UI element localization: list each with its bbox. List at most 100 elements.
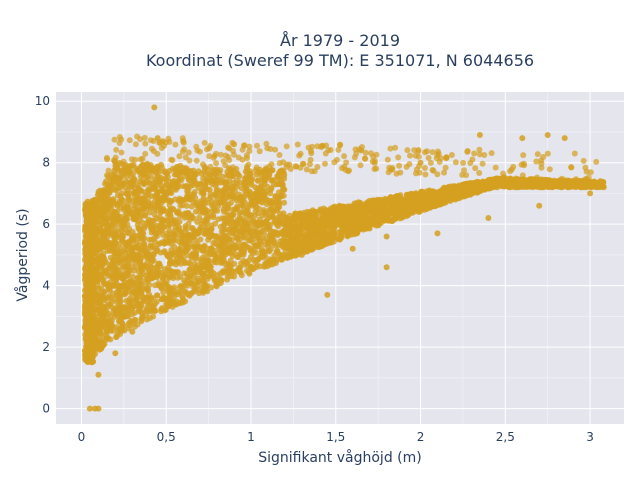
scatter-point <box>243 259 250 266</box>
scatter-point <box>281 199 288 206</box>
scatter-point <box>195 282 202 289</box>
scatter-point <box>110 327 117 334</box>
scatter-point <box>195 204 202 211</box>
scatter-point <box>198 269 205 276</box>
scatter-point <box>124 209 131 216</box>
scatter-point <box>222 178 229 185</box>
scatter-point <box>175 258 182 265</box>
scatter-point <box>236 266 242 273</box>
scatter-point <box>101 306 108 313</box>
scatter-point <box>148 307 155 314</box>
scatter-point <box>313 240 320 247</box>
scatter-point <box>275 175 282 182</box>
scatter-point <box>198 170 205 177</box>
scatter-point <box>245 207 251 214</box>
scatter-point <box>266 261 273 268</box>
scatter-point <box>107 182 113 189</box>
scatter-point <box>124 203 130 210</box>
scatter-point <box>95 297 102 304</box>
scatter-point <box>274 198 281 205</box>
scatter-point <box>164 233 171 240</box>
scatter-point <box>215 216 222 223</box>
scatter-point <box>211 251 218 258</box>
scatter-point <box>170 206 177 213</box>
scatter-point <box>274 232 281 239</box>
scatter-point <box>203 218 209 225</box>
scatter-point <box>190 274 197 281</box>
scatter-point <box>166 222 173 228</box>
scatter-point <box>181 288 188 295</box>
scatter-point <box>95 285 102 292</box>
scatter-point <box>156 260 163 267</box>
scatter-point <box>281 186 287 193</box>
scatter-point <box>270 208 277 215</box>
scatter-point <box>156 224 162 230</box>
scatter-point <box>220 191 227 198</box>
scatter-point <box>172 224 179 231</box>
scatter-point <box>103 328 110 335</box>
scatter-point <box>177 213 184 220</box>
scatter-point <box>205 236 212 243</box>
scatter-point <box>279 181 286 188</box>
scatter-point <box>232 206 238 213</box>
scatter-point <box>265 238 272 245</box>
scatter-point <box>120 272 127 279</box>
scatter-point <box>139 219 145 226</box>
scatter-point <box>224 276 231 283</box>
scatter-point <box>303 245 309 252</box>
scatter-point <box>255 241 261 248</box>
scatter-point <box>252 212 258 219</box>
scatter-point <box>135 300 141 306</box>
scatter-point <box>208 272 215 279</box>
scatter-point <box>272 256 279 263</box>
scatter-point <box>238 185 245 192</box>
scatter-point <box>191 269 198 276</box>
scatter-point <box>115 185 122 191</box>
scatter-point <box>204 267 211 274</box>
scatter-point <box>107 188 113 195</box>
scatter-point <box>268 185 275 192</box>
scatter-point <box>146 236 153 243</box>
scatter-point <box>319 218 326 225</box>
scatter-point <box>238 209 245 216</box>
scatter-point <box>162 240 168 247</box>
scatter-point <box>95 198 102 205</box>
scatter-point <box>305 218 312 225</box>
scatter-point <box>174 178 181 184</box>
scatter-point <box>244 174 251 181</box>
scatter-point <box>236 191 243 198</box>
scatter-point <box>135 280 142 287</box>
scatter-point <box>108 298 115 305</box>
scatter-point <box>417 196 424 203</box>
scatter-point <box>175 171 182 178</box>
scatter-point <box>270 177 277 184</box>
scatter-point <box>271 239 278 246</box>
scatter-point <box>146 268 152 275</box>
scatter-point <box>166 167 173 174</box>
scatter-point <box>138 316 145 323</box>
scatter-point <box>134 245 141 252</box>
scatter-point <box>113 324 120 331</box>
scatter-point <box>245 237 252 244</box>
scatter-point <box>149 217 156 224</box>
scatter-point <box>253 264 260 271</box>
scatter-point <box>145 286 152 293</box>
scatter-point <box>139 230 146 236</box>
scatter-point <box>146 209 153 216</box>
scatter-point <box>266 248 273 255</box>
scatter-point <box>109 211 116 218</box>
scatter-point <box>157 178 164 185</box>
scatter-point <box>228 216 235 223</box>
scatter-point <box>217 270 224 277</box>
scatter-point <box>161 266 168 273</box>
scatter-point <box>296 224 303 231</box>
scatter-point <box>188 225 195 232</box>
scatter-point <box>286 253 293 260</box>
scatter-point <box>150 223 157 230</box>
scatter-point <box>331 234 338 241</box>
scatter-point <box>217 167 224 174</box>
scatter-point <box>145 198 152 205</box>
scatter-point <box>99 333 106 340</box>
